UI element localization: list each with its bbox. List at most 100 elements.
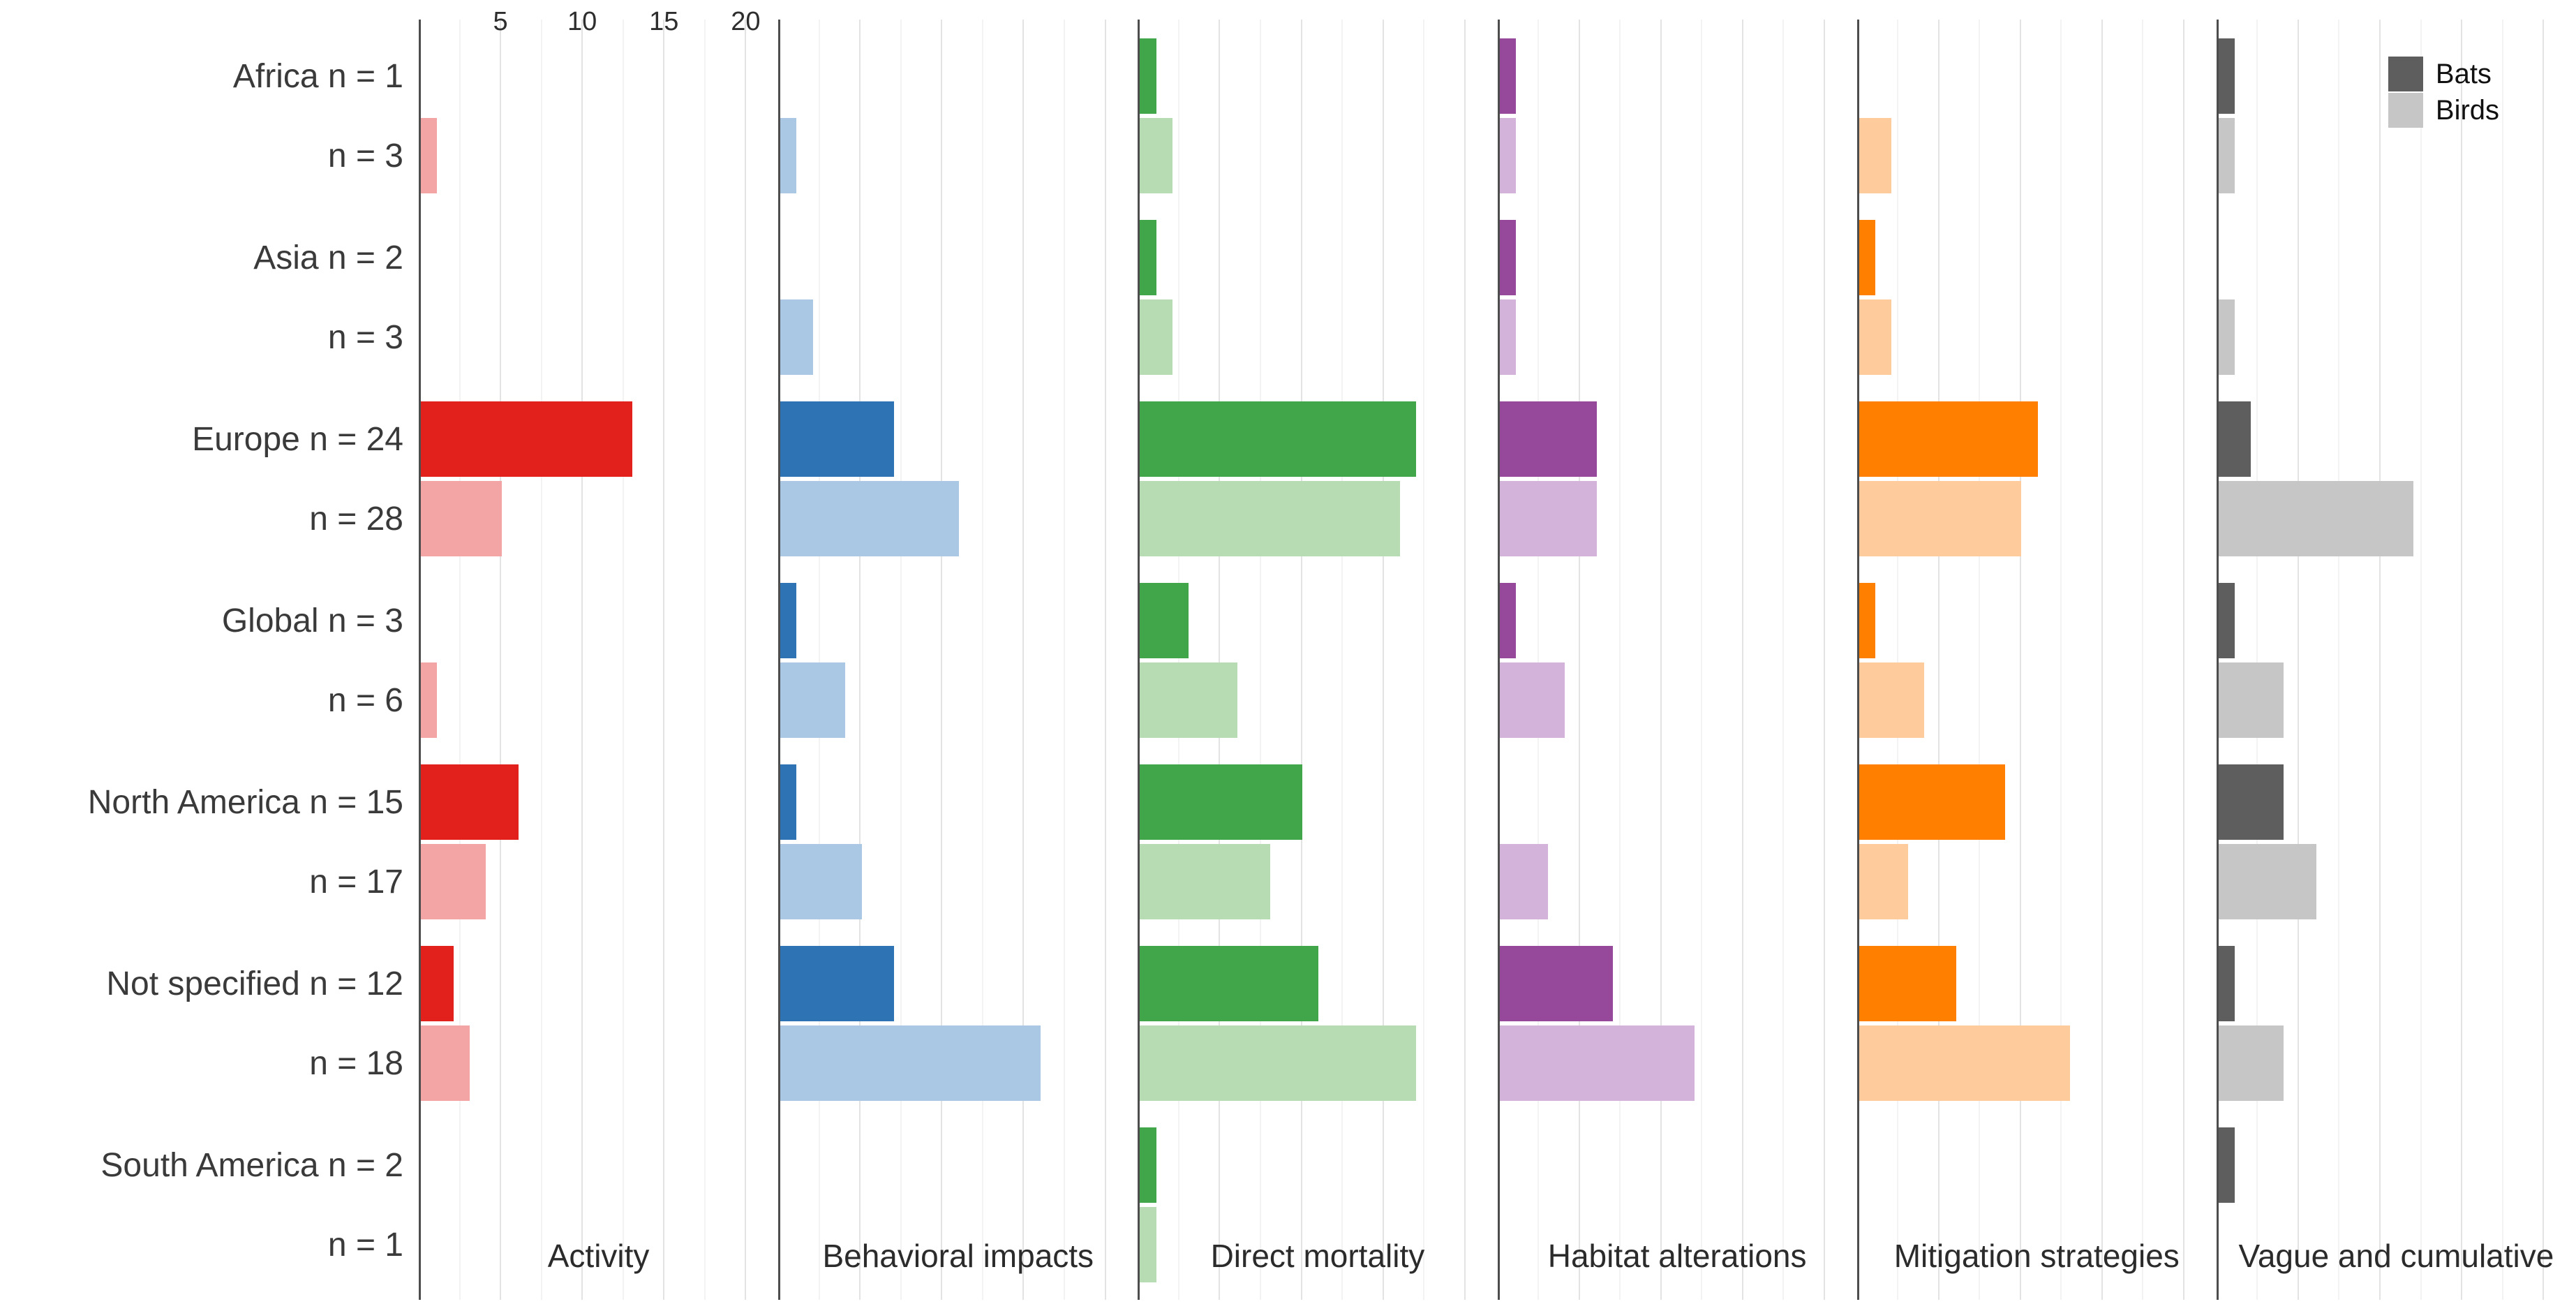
- major-gridline: [2543, 20, 2545, 1300]
- bar-global-bats: [2218, 583, 2235, 658]
- bar-south-america-bats: [1140, 1127, 1156, 1203]
- bar-row: [1500, 764, 1857, 840]
- bar-row: [421, 401, 778, 477]
- bar-row: [2219, 220, 2576, 295]
- bar-row: [2218, 1025, 2576, 1101]
- bar-global-birds: [1140, 662, 1238, 738]
- bar-row: [1499, 1025, 1857, 1101]
- bar-row: [1859, 118, 2217, 193]
- major-gridline: [1022, 20, 1025, 1300]
- region-group-europe: [421, 401, 778, 556]
- minor-gridline: [1701, 20, 1703, 1300]
- region-group-global: [421, 583, 778, 738]
- region-group-asia: [2218, 220, 2576, 375]
- bar-row: [1140, 299, 1497, 375]
- label-group-south-america: South America n = 2 n = 1: [0, 1127, 419, 1282]
- region-group-europe: [780, 401, 1138, 556]
- bar-row: [421, 583, 778, 658]
- bar-not-specified-birds: [2218, 1025, 2284, 1101]
- panel-title-direct-mortality: Direct mortality: [1210, 1238, 1425, 1274]
- bar-europe-birds: [2218, 481, 2414, 556]
- major-gridline: [2461, 20, 2463, 1300]
- region-group-not-specified: [421, 946, 778, 1101]
- y-axis-line: [1497, 20, 1500, 1300]
- bar-north-america-birds: [1140, 844, 1270, 919]
- minor-gridline: [1341, 20, 1343, 1300]
- bar-row: [421, 220, 778, 295]
- region-group-africa: [1859, 38, 2217, 193]
- bar-row: [780, 844, 1138, 919]
- bar-row: [780, 583, 1138, 658]
- row-label-asia-bats: Asia n = 2: [253, 239, 403, 276]
- bar-europe-bats: [780, 401, 895, 477]
- major-gridline: [1104, 20, 1106, 1300]
- major-gridline: [2019, 20, 2021, 1300]
- bar-row: [1499, 401, 1857, 477]
- bar-africa-birds: [1140, 118, 1172, 193]
- bar-global-birds: [1499, 662, 1565, 738]
- bar-global-birds: [1859, 662, 1924, 738]
- bar-row: [780, 220, 1138, 295]
- bar-north-america-birds: [2218, 844, 2316, 919]
- row-label-not-specified-birds: n = 18: [309, 1044, 403, 1082]
- bar-africa-birds: [780, 118, 797, 193]
- bats-swatch-icon: [2388, 57, 2423, 91]
- bar-europe-birds: [1859, 481, 2022, 556]
- bars-behavioral-impacts: [780, 0, 1138, 1309]
- major-gridline: [1300, 20, 1302, 1300]
- bar-row: [1499, 844, 1857, 919]
- label-group-global: Global n = 3 n = 6: [0, 583, 419, 738]
- bar-not-specified-birds: [1140, 1025, 1417, 1101]
- panel-direct-mortality: Direct mortality: [1138, 0, 1497, 1311]
- region-group-global: [1859, 583, 2217, 738]
- bars-activity: [421, 0, 778, 1309]
- bar-asia-bats: [1499, 220, 1516, 295]
- region-group-asia: [1140, 220, 1497, 375]
- bar-south-america-birds: [1140, 1207, 1156, 1282]
- region-group-global: [2218, 583, 2576, 738]
- legend-label-birds: Birds: [2435, 94, 2500, 126]
- region-group-global: [1499, 583, 1857, 738]
- region-group-asia: [1499, 220, 1857, 375]
- bar-row: [1140, 1207, 1497, 1282]
- region-group-not-specified: [1140, 946, 1497, 1101]
- legend-item-bats: Bats: [2388, 56, 2499, 92]
- major-gridline: [500, 20, 502, 1300]
- row-label-europe-birds: n = 28: [309, 500, 403, 538]
- region-group-africa: [1499, 38, 1857, 193]
- bars-mitigation-strategies: [1859, 0, 2217, 1309]
- row-label-north-america-bats: North America n = 15: [87, 783, 403, 821]
- bar-row: [1140, 583, 1497, 658]
- panel-behavioral-impacts: Behavioral impacts: [778, 0, 1138, 1311]
- minor-gridline: [2338, 20, 2340, 1300]
- bar-row: [2218, 481, 2576, 556]
- bar-row: [1140, 401, 1497, 477]
- panel-title-mitigation-strategies: Mitigation strategies: [1893, 1238, 2180, 1274]
- bar-not-specified-bats: [780, 946, 895, 1021]
- bar-row: [1140, 946, 1497, 1021]
- bar-europe-bats: [1859, 401, 2038, 477]
- minor-gridline: [981, 20, 983, 1300]
- bar-row: [421, 299, 778, 375]
- bar-global-bats: [1140, 583, 1189, 658]
- major-gridline: [1578, 20, 1580, 1300]
- region-group-not-specified: [780, 946, 1138, 1101]
- bars-direct-mortality: [1140, 0, 1497, 1309]
- bar-row: [2218, 946, 2576, 1021]
- bar-europe-birds: [780, 481, 960, 556]
- minor-gridline: [1423, 20, 1425, 1300]
- region-group-north-america: [1499, 764, 1857, 919]
- region-group-global: [780, 583, 1138, 738]
- major-gridline: [1464, 20, 1466, 1300]
- row-label-africa-birds: n = 3: [327, 137, 403, 175]
- label-group-asia: Asia n = 2 n = 3: [0, 220, 419, 375]
- bar-row: [780, 764, 1138, 840]
- bar-row: [1859, 844, 2217, 919]
- bar-row: [780, 1025, 1138, 1101]
- bar-row: [1859, 1127, 2217, 1203]
- x-tick-5: 5: [493, 7, 508, 36]
- region-group-north-america: [421, 764, 778, 919]
- bar-europe-bats: [1499, 401, 1598, 477]
- bar-asia-birds: [2218, 299, 2235, 375]
